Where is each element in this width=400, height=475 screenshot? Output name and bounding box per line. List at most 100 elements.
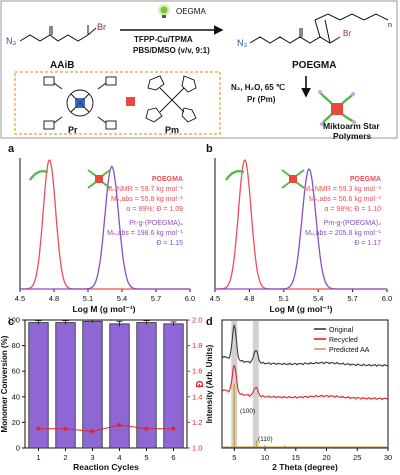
panel-d-recycled-curve bbox=[221, 364, 389, 401]
x-tick-label: 6.0 bbox=[382, 294, 392, 303]
product-azide-label: N₃ bbox=[237, 38, 247, 48]
x-tick-label: 25 bbox=[353, 453, 361, 462]
product-bromine-label: Br bbox=[343, 29, 351, 38]
panel-a-prod-line1: Mₙ,abs = 198.6 kg mol⁻¹ bbox=[107, 230, 184, 237]
poegma-structure: N₃ Br n bbox=[237, 13, 392, 48]
azide-label: N₃ bbox=[6, 36, 16, 46]
monomer-label: OEGMA bbox=[176, 7, 206, 16]
panel-c: c 0 20 40 60 80 100 1.0 1.2 1.4 1.6 1.8 2.0 1 2 3 4 5 6… bbox=[0, 316, 206, 473]
core-pr-label: Pr bbox=[68, 125, 78, 135]
panel-a-annot-title: POEGMA bbox=[152, 176, 183, 183]
reaction-scheme: N₃ Br AAiB OEGMA TFPP-Cu/TPMA PBS/DMSO (… bbox=[0, 0, 398, 141]
methane-core-icon bbox=[145, 75, 197, 123]
y-tick-left-label: 0 bbox=[16, 444, 20, 453]
result-label-1: Miktoarm Star bbox=[323, 121, 380, 131]
panel-a-product-curve bbox=[20, 165, 190, 290]
panel-a: a 4.5 4.8 5.1 5.4 5.7 6.0 Log M (g mol⁻¹) POE… bbox=[8, 143, 195, 314]
result-label-2: Polymers bbox=[333, 131, 372, 141]
panel-b-letter: b bbox=[206, 143, 213, 155]
y-tick-left-label: 20 bbox=[12, 418, 20, 427]
panel-a-letter: a bbox=[8, 143, 15, 155]
x-tick-label: 5.4 bbox=[313, 294, 323, 303]
dispersity-point bbox=[90, 429, 95, 434]
panel-c-yticks-right: 1.0 1.2 1.4 1.6 1.8 2.0 bbox=[187, 316, 202, 453]
panel-c-bars bbox=[28, 319, 184, 449]
porphyrin-core-icon bbox=[43, 76, 117, 130]
panel-d-predicted-sticks bbox=[222, 384, 388, 448]
x-tick-label: 5.1 bbox=[279, 294, 289, 303]
panel-d-ylabel: Intensity (Arb. Units) bbox=[205, 344, 214, 423]
core-structures-box bbox=[14, 71, 221, 135]
y-tick-right-label: 1.4 bbox=[192, 392, 202, 401]
repeat-n-label: n bbox=[388, 22, 392, 29]
x-tick-label: 5.7 bbox=[151, 294, 161, 303]
panel-a-prod-title: Pr-g-(POEGMA)₄ bbox=[129, 220, 183, 227]
legend-label-original: Original bbox=[329, 327, 354, 334]
click-conditions: N₂, H₂O, 65 ℃ bbox=[231, 83, 285, 92]
click-reagent: Pr (Pm) bbox=[247, 95, 276, 104]
panel-b-star-icon bbox=[281, 169, 305, 189]
star-polymer-icon bbox=[318, 90, 356, 126]
initiator-structure: N₃ Br bbox=[6, 22, 106, 46]
product-label: POEGMA bbox=[292, 60, 336, 71]
panel-b-annot-line3: α = 98%; Đ = 1.10 bbox=[324, 206, 381, 213]
y-tick-right-label: 1.6 bbox=[192, 367, 202, 376]
x-tick-label: 2 bbox=[63, 453, 67, 462]
panel-b-xlabel: Log M (g mol⁻¹) bbox=[269, 304, 332, 314]
panel-b-product-curve bbox=[215, 168, 387, 290]
panel-b-annot-line2: Mₙ,abs = 56.6 kg mol⁻¹ bbox=[309, 196, 382, 203]
panel-a-annot-line2: Mₙ,abs = 55.8 kg mol⁻¹ bbox=[111, 196, 184, 203]
legend-label-recycled: Recycled bbox=[329, 337, 358, 344]
x-tick-label: 6 bbox=[171, 453, 175, 462]
panel-c-yticks-left: 0 20 40 60 80 100 bbox=[7, 316, 25, 453]
x-tick-label: 1 bbox=[36, 453, 40, 462]
x-tick-label: 4.8 bbox=[49, 294, 59, 303]
x-tick-label: 5 bbox=[144, 453, 148, 462]
panel-d-letter: d bbox=[206, 316, 213, 328]
x-tick-label: 10 bbox=[261, 453, 269, 462]
dispersity-point bbox=[171, 426, 176, 431]
y-tick-right-label: 2.0 bbox=[192, 316, 202, 325]
y-tick-left-label: 40 bbox=[12, 392, 20, 401]
panel-d-frame bbox=[221, 319, 389, 449]
panel-b: b 4.5 4.8 5.1 5.4 5.7 6.0 Log M (g mol⁻¹) POE… bbox=[206, 143, 392, 314]
core-pm-label: Pm bbox=[165, 125, 179, 135]
panel-b-prod-line2: Đ = 1.17 bbox=[354, 240, 381, 247]
panel-c-frame bbox=[24, 319, 188, 449]
dispersity-line bbox=[38, 424, 174, 432]
solvent-label: PBS/DMSO (v/v, 9:1) bbox=[133, 46, 210, 55]
x-tick-label: 15 bbox=[292, 453, 300, 462]
panel-a-xlabel: Log M (g mol⁻¹) bbox=[72, 304, 135, 314]
y-tick-left-label: 100 bbox=[7, 316, 20, 325]
panel-b-annot-title: POEGMA bbox=[350, 176, 381, 183]
highlight-band bbox=[252, 321, 259, 447]
x-tick-label: 5.7 bbox=[347, 294, 357, 303]
x-tick-label: 4.5 bbox=[210, 294, 220, 303]
panel-d: d 5 10 15 20 25 30 Intensity (Arb. Units) 2 T… bbox=[205, 316, 392, 472]
panel-c-xlabel: Reaction Cycles bbox=[73, 462, 139, 472]
panel-d-xlabel: 2 Theta (degree) bbox=[272, 462, 338, 472]
catalyst-label: TFPP-Cu/TPMA bbox=[134, 35, 193, 44]
y-tick-left-label: 60 bbox=[12, 367, 20, 376]
panel-d-peak-100: (100) bbox=[240, 408, 255, 415]
x-tick-label: 4.5 bbox=[15, 294, 25, 303]
panel-c-xticks: 1 2 3 4 5 6 bbox=[36, 448, 176, 462]
panel-b-prod-title: Pm-g-(POEGMA)₄ bbox=[324, 220, 381, 227]
y-tick-left-label: 80 bbox=[12, 341, 20, 350]
core-square-icon bbox=[126, 97, 135, 106]
dispersity-point bbox=[117, 422, 122, 427]
panel-a-annot-line1: Mₙ,NMR = 59.7 kg mol⁻¹ bbox=[106, 186, 183, 193]
panel-b-polymer-chain-icon bbox=[225, 169, 245, 181]
legend-label-predicted: Predicted AA bbox=[329, 347, 370, 354]
panel-d-xticks: 5 10 15 20 25 30 bbox=[232, 448, 392, 462]
x-tick-label: 4 bbox=[117, 453, 121, 462]
panel-d-peak-110: (110) bbox=[258, 436, 273, 443]
initiator-label: AAiB bbox=[50, 60, 74, 71]
x-tick-label: 3 bbox=[90, 453, 94, 462]
dispersity-point bbox=[36, 426, 41, 431]
y-tick-right-label: 1.2 bbox=[192, 418, 202, 427]
conversion-bar bbox=[109, 323, 130, 449]
panel-d-legend: Original Recycled Predicted AA bbox=[314, 327, 370, 354]
x-tick-label: 5 bbox=[232, 453, 236, 462]
